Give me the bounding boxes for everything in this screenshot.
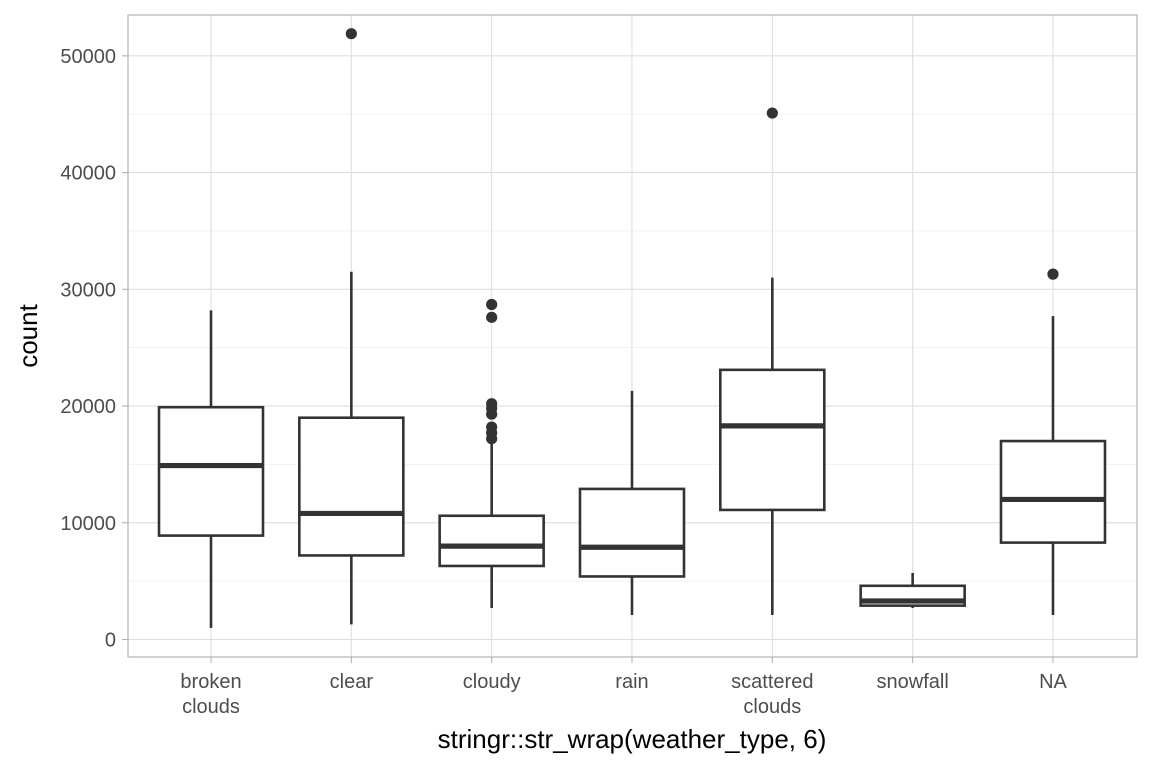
outlier-point [486,298,498,311]
x-tick-label-line: rain [615,671,648,693]
box-iqr [578,487,686,578]
x-tick-label-line: broken [180,671,241,693]
x-tick-label: rain [615,671,648,693]
y-axis-ticks: 0 10000 20000 30000 40000 50000 [60,46,128,651]
box-iqr [157,405,265,537]
x-axis-title: stringr::str_wrap(weather_type, 6) [438,724,827,754]
boxes-layer [157,28,1107,628]
x-tick-label-line: NA [1039,671,1067,693]
x-tick-label-line: clouds [743,696,801,718]
x-tick-label: NA [1039,671,1067,693]
box-group [578,390,686,615]
box-iqr [438,514,545,568]
x-tick-label: cloudy [463,671,521,693]
outlier-point [486,311,498,323]
box-group [157,310,265,628]
x-axis-ticks: broken clouds clear cloudy rain scattered clou… [180,657,1068,718]
x-tick-label: snowfall [877,671,949,693]
x-tick-label: clear [330,671,374,693]
y-tick-label: 40000 [60,163,116,185]
outlier-point [1047,268,1059,280]
box-group [438,298,545,608]
y-tick-label: 50000 [60,46,116,68]
y-tick-label: 0 [105,629,116,651]
box-group [298,28,405,625]
box-group [719,107,826,615]
box-iqr [298,416,405,557]
outlier-point [486,421,498,433]
x-tick-label: broken clouds [180,671,241,718]
box-group [999,268,1107,615]
box-iqr [719,368,826,512]
box-group [859,572,966,608]
x-tick-label-line: scattered [731,671,813,693]
outlier-point [345,28,357,40]
x-tick-label-line: clear [330,671,374,693]
y-axis-title: count [13,303,43,367]
box-iqr [999,439,1107,544]
outlier-point [766,107,778,119]
x-tick-label-line: snowfall [877,671,949,693]
x-tick-label-line: clouds [182,696,240,718]
x-tick-label: scattered clouds [731,671,813,718]
y-tick-label: 30000 [60,279,116,301]
y-tick-label: 10000 [60,513,116,535]
y-tick-label: 20000 [60,396,116,418]
outlier-point [486,398,498,410]
x-tick-label-line: cloudy [463,671,521,693]
